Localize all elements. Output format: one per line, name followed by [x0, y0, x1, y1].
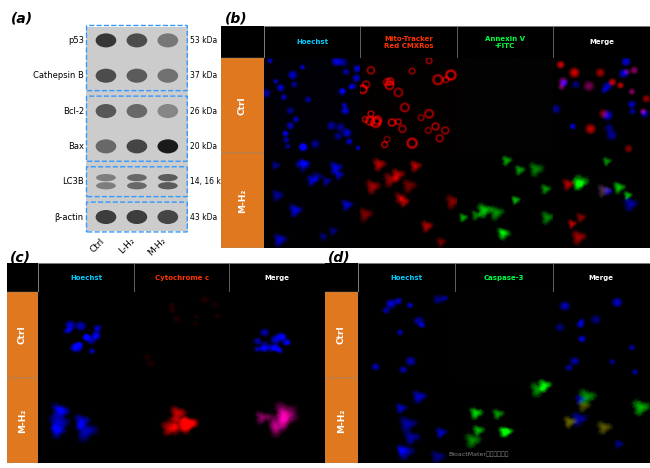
Bar: [457, 26, 554, 58]
Ellipse shape: [96, 139, 116, 154]
Text: p53: p53: [68, 36, 84, 45]
Bar: [457, 58, 554, 153]
Bar: [134, 263, 229, 292]
Text: M-H₂: M-H₂: [146, 236, 168, 257]
Text: M-H₂: M-H₂: [238, 189, 247, 213]
Text: Merge: Merge: [265, 275, 290, 281]
Bar: [221, 26, 264, 58]
Bar: [264, 26, 361, 58]
Ellipse shape: [96, 182, 116, 190]
Text: (a): (a): [11, 12, 33, 26]
Bar: [455, 292, 552, 378]
Bar: [229, 378, 325, 463]
Bar: [358, 378, 455, 463]
Bar: [325, 263, 358, 292]
Ellipse shape: [127, 174, 147, 181]
Text: Merge: Merge: [589, 275, 614, 281]
Ellipse shape: [127, 33, 147, 47]
Bar: [361, 153, 457, 248]
Text: 53 kDa: 53 kDa: [190, 36, 217, 45]
Bar: [361, 26, 457, 58]
Ellipse shape: [158, 182, 177, 190]
Text: (d): (d): [328, 250, 351, 264]
Text: 37 kDa: 37 kDa: [190, 71, 217, 80]
Bar: [6, 263, 38, 292]
Bar: [6, 292, 38, 378]
Text: Ctrl: Ctrl: [18, 326, 27, 344]
Bar: [221, 58, 264, 153]
Bar: [229, 292, 325, 378]
Ellipse shape: [127, 210, 147, 224]
Bar: [361, 58, 457, 153]
Text: M-H₂: M-H₂: [337, 409, 346, 433]
Text: Cytochrome c: Cytochrome c: [155, 275, 209, 281]
Ellipse shape: [157, 69, 178, 83]
Bar: [457, 153, 554, 248]
Bar: [38, 378, 134, 463]
Ellipse shape: [158, 174, 177, 181]
Text: Cathepsin B: Cathepsin B: [33, 71, 84, 80]
Bar: [552, 292, 650, 378]
Bar: [86, 27, 188, 231]
Ellipse shape: [157, 210, 178, 224]
Bar: [325, 292, 358, 378]
Bar: [552, 263, 650, 292]
Text: Caspase-3: Caspase-3: [484, 275, 524, 281]
Ellipse shape: [96, 104, 116, 118]
Ellipse shape: [96, 210, 116, 224]
Ellipse shape: [157, 104, 178, 118]
Ellipse shape: [96, 33, 116, 47]
Text: β-actin: β-actin: [55, 212, 84, 221]
Bar: [221, 153, 264, 248]
Text: 26 kDa: 26 kDa: [190, 107, 217, 116]
Text: Mito-Tracker
Red CMXRos: Mito-Tracker Red CMXRos: [384, 36, 434, 49]
Bar: [455, 378, 552, 463]
Text: M-H₂: M-H₂: [18, 409, 27, 433]
Bar: [6, 378, 38, 463]
Text: 43 kDa: 43 kDa: [190, 212, 217, 221]
Text: Annexin V
-FITC: Annexin V -FITC: [485, 36, 525, 49]
Bar: [554, 26, 650, 58]
Bar: [325, 378, 358, 463]
Bar: [229, 263, 325, 292]
Bar: [455, 263, 552, 292]
Text: LC3B: LC3B: [62, 177, 84, 186]
Text: Hoechst: Hoechst: [296, 39, 328, 45]
Bar: [264, 58, 361, 153]
Text: Merge: Merge: [590, 39, 614, 45]
Text: (c): (c): [10, 250, 31, 264]
Bar: [264, 153, 361, 248]
Text: Ctrl: Ctrl: [88, 236, 106, 254]
Bar: [554, 58, 650, 153]
Ellipse shape: [127, 69, 147, 83]
Bar: [38, 292, 134, 378]
Text: Ctrl: Ctrl: [337, 326, 346, 344]
Ellipse shape: [127, 139, 147, 154]
Ellipse shape: [157, 139, 178, 154]
Ellipse shape: [96, 69, 116, 83]
Text: Hoechst: Hoechst: [390, 275, 422, 281]
Text: Ctrl: Ctrl: [238, 96, 247, 115]
Bar: [358, 263, 455, 292]
Text: Hoechst: Hoechst: [70, 275, 102, 281]
Text: Bcl-2: Bcl-2: [63, 107, 84, 116]
Bar: [554, 153, 650, 248]
Bar: [358, 292, 455, 378]
Ellipse shape: [157, 33, 178, 47]
Text: BioactMater生物活性材料: BioactMater生物活性材料: [448, 451, 509, 457]
Ellipse shape: [127, 104, 147, 118]
Ellipse shape: [127, 182, 147, 190]
Text: Bax: Bax: [68, 142, 84, 151]
Bar: [134, 378, 229, 463]
Text: 14, 16 kDa: 14, 16 kDa: [190, 177, 231, 186]
Bar: [552, 378, 650, 463]
Ellipse shape: [96, 174, 116, 181]
Text: (b): (b): [226, 12, 248, 26]
Bar: [134, 292, 229, 378]
Bar: [38, 263, 134, 292]
Text: 20 kDa: 20 kDa: [190, 142, 217, 151]
Text: L-H₂: L-H₂: [118, 236, 137, 256]
